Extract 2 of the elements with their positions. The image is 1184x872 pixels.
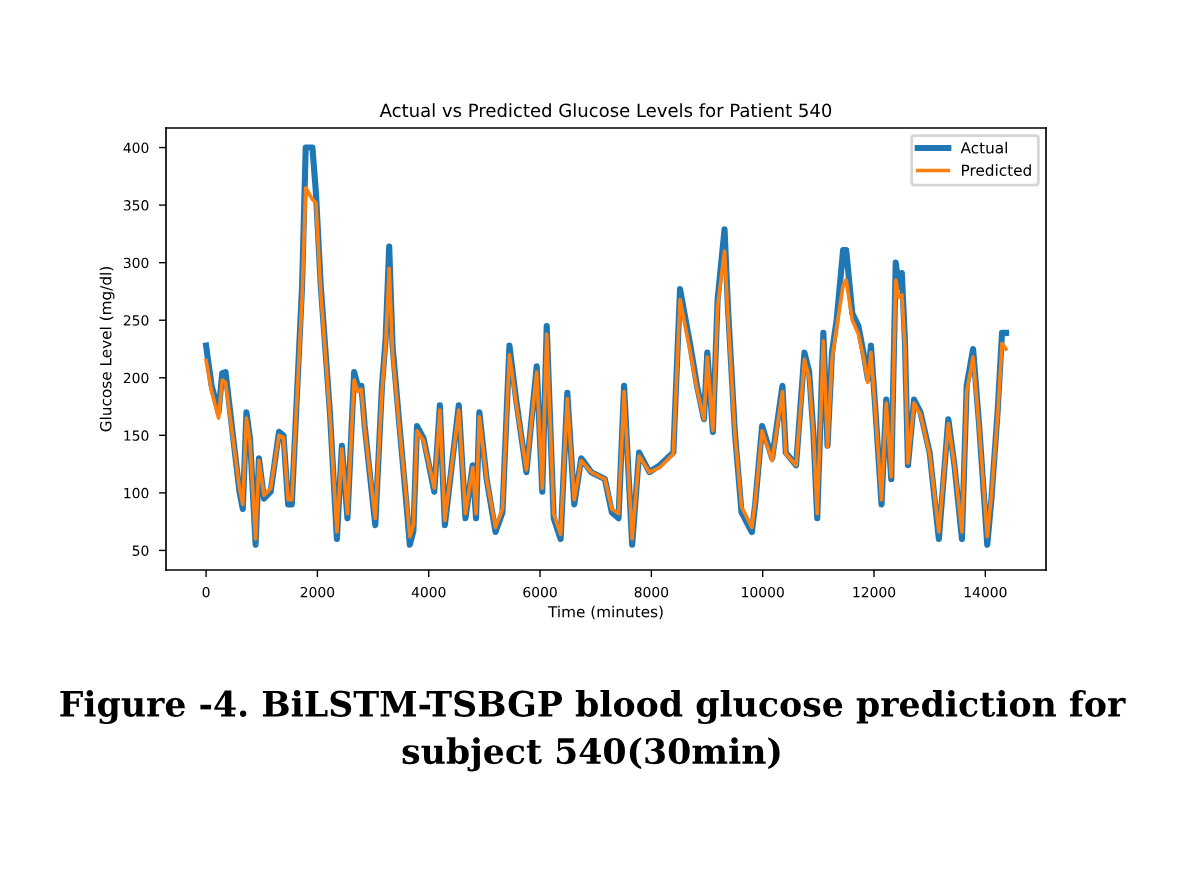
text: Figure -4. BiLSTM-TSBGP blood glucose prediction for subject 540(30min) <box>60 690 1126 772</box>
chart-title: Actual vs Predicted Glucose Levels for Patient 540 <box>379 103 832 118</box>
